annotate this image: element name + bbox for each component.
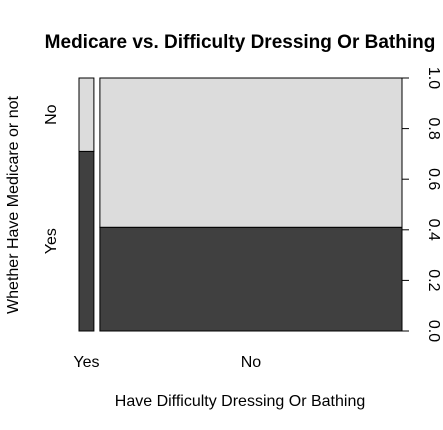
tile-no-yes [99, 226, 403, 332]
y-category-no: No [43, 104, 60, 125]
right-axis-tick-label: 0.2 [425, 269, 442, 291]
y-category-labels: Yes No [43, 104, 60, 254]
tile-yes-yes [78, 150, 95, 332]
y-axis-label: Whether Have Medicare or not [5, 96, 22, 314]
right-axis-tick-label: 0.0 [425, 320, 442, 342]
x-tick-yes: Yes [73, 354, 99, 371]
right-axis-tick-label: 0.8 [425, 117, 442, 139]
chart-title: Medicare vs. Difficulty Dressing Or Bath… [45, 32, 436, 53]
tile-no-no [99, 77, 403, 228]
mosaic-tiles [78, 77, 403, 332]
y-category-yes: Yes [43, 228, 60, 254]
x-axis-label: Have Difficulty Dressing Or Bathing [115, 393, 365, 410]
x-tick-no: No [241, 354, 262, 371]
right-axis: 0.0 0.2 0.4 0.6 0.8 1.0 [401, 67, 442, 342]
right-axis-tick-label: 0.4 [425, 219, 442, 241]
right-axis-tick-label: 0.6 [425, 168, 442, 190]
tile-yes-no [78, 77, 95, 152]
right-axis-tick-label: 1.0 [425, 67, 442, 89]
x-tick-labels: Yes No [73, 354, 261, 371]
